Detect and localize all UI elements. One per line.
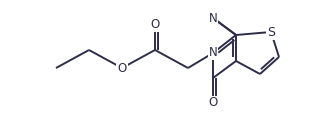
Text: S: S — [267, 25, 275, 38]
Text: O: O — [208, 96, 218, 109]
Text: N: N — [209, 12, 217, 25]
Text: O: O — [151, 18, 160, 32]
Text: N: N — [209, 46, 217, 59]
Text: O: O — [117, 62, 127, 75]
